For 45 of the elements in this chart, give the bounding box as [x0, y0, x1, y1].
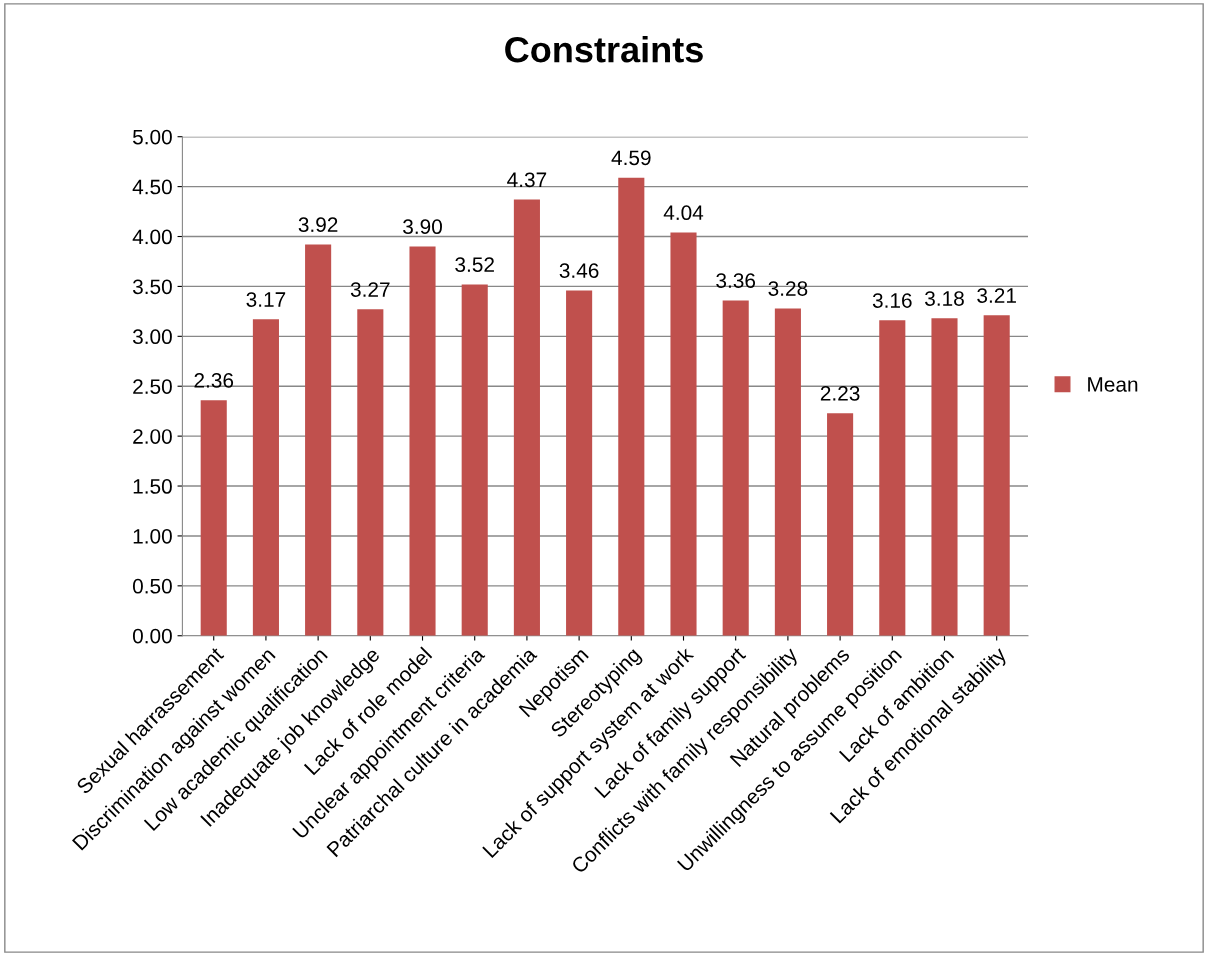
text: 3.27 — [350, 282, 390, 297]
text: 3.46 — [559, 263, 599, 278]
y-tick-label: 4.50 — [132, 179, 172, 195]
bar — [566, 290, 593, 636]
bar — [983, 315, 1010, 636]
chart-title: Constraints — [505, 35, 703, 63]
text: 3.17 — [246, 292, 286, 307]
bar — [513, 199, 540, 636]
text: 4.59 — [611, 150, 651, 166]
y-tick-label: 4.00 — [132, 229, 172, 245]
text: 3.52 — [455, 257, 494, 272]
y-tick-label: 5.00 — [132, 129, 172, 145]
y-tick-label: 0.00 — [132, 628, 172, 644]
bar — [722, 300, 749, 636]
text: 3.16 — [872, 293, 912, 308]
bar — [252, 319, 279, 636]
text: 3.92 — [298, 217, 338, 233]
text: 3.21 — [977, 288, 1016, 303]
bar — [618, 177, 645, 636]
legend-label: Mean — [1088, 377, 1138, 392]
bar — [305, 244, 332, 636]
y-tick-label: 3.00 — [132, 329, 172, 345]
text: 2.36 — [194, 372, 234, 388]
bar — [827, 413, 854, 636]
bar — [931, 318, 958, 636]
text: 3.28 — [768, 281, 808, 296]
y-tick-label: 1.00 — [133, 528, 172, 544]
text: 4.37 — [507, 172, 547, 188]
bar — [879, 320, 906, 636]
text: 3.36 — [716, 273, 756, 288]
y-tick-label: 0.50 — [132, 578, 172, 594]
text: 4.04 — [663, 205, 704, 221]
text: 3.18 — [925, 291, 964, 306]
bar — [409, 246, 436, 636]
text: 2.23 — [820, 385, 860, 401]
bar — [200, 400, 227, 636]
bar — [670, 232, 697, 636]
bar — [461, 284, 488, 636]
y-tick-label: 3.50 — [132, 279, 172, 295]
y-tick-label: 2.00 — [133, 429, 172, 444]
y-tick-label: 1.50 — [133, 479, 172, 494]
bar — [357, 309, 384, 636]
bar — [774, 308, 801, 636]
y-tick-label: 2.50 — [133, 379, 172, 394]
text: 3.90 — [403, 219, 442, 235]
